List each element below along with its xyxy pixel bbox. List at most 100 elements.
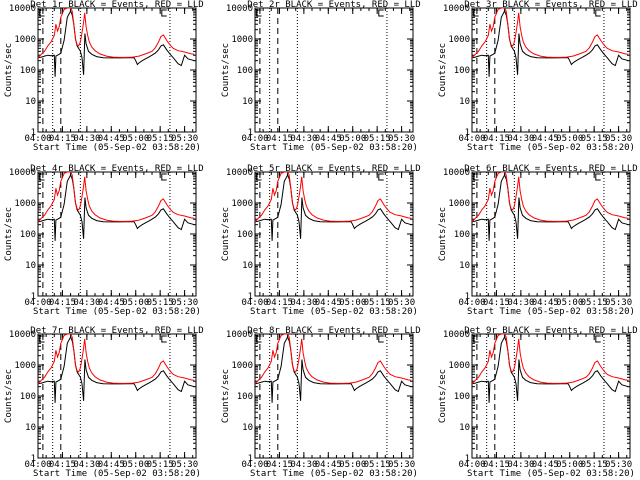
x-tick-label: 05:30	[388, 460, 415, 470]
panel-6: Det 6r BLACK = Events, RED = LLD 1 10 100 10…	[438, 164, 638, 317]
interval-bracket	[256, 9, 262, 17]
x-axis-label: Start Time (05-Sep-02 03:58:20)	[467, 307, 635, 317]
y-tick-label: 1000	[14, 35, 36, 45]
interval-bracket	[39, 173, 45, 181]
x-axis-label: Start Time (05-Sep-02 03:58:20)	[33, 307, 201, 317]
panel-2: Det 2r BLACK = Events, RED = LLD 1 10 100 10…	[221, 0, 421, 153]
lld-series-line	[255, 334, 412, 385]
x-tick-label: 05:30	[388, 134, 415, 144]
x-tick-label: 05:00	[339, 134, 366, 144]
interval-bracket	[161, 335, 167, 343]
y-tick-label: 1000	[448, 361, 470, 371]
panel-title: Det 5r BLACK = Events, RED = LLD	[247, 164, 420, 174]
plot-frame	[471, 333, 631, 459]
events-series-line	[38, 335, 195, 403]
x-tick-label: 04:00	[241, 460, 268, 470]
y-tick-label: 1	[465, 128, 470, 138]
x-tick-label: 04:15	[49, 460, 76, 470]
x-tick-label: 04:45	[532, 134, 559, 144]
interval-bracket	[595, 173, 601, 181]
x-tick-label: 04:15	[266, 460, 293, 470]
y-tick-label: 1000	[231, 35, 253, 45]
y-tick-label: 10	[242, 423, 253, 433]
y-tick-label: 10000	[9, 330, 36, 340]
y-tick-label: 1	[31, 454, 36, 464]
x-tick-label: 05:30	[605, 298, 632, 308]
x-tick-label: 04:15	[266, 298, 293, 308]
plot-frame	[254, 333, 414, 459]
x-tick-label: 05:00	[556, 460, 583, 470]
y-tick-label: 100	[454, 230, 470, 240]
x-tick-label: 05:00	[556, 298, 583, 308]
x-tick-label: 04:30	[507, 134, 534, 144]
events-series-line	[38, 173, 195, 241]
y-tick-label: 10000	[443, 330, 470, 340]
x-tick-label: 04:00	[241, 298, 268, 308]
y-axis-label: Counts/sec	[221, 369, 231, 423]
x-tick-label: 05:30	[171, 298, 198, 308]
x-axis-label: Start Time (05-Sep-02 03:58:20)	[250, 307, 418, 317]
plot-frame	[471, 171, 631, 297]
y-tick-label: 10000	[226, 168, 253, 178]
x-tick-label: 05:30	[605, 460, 632, 470]
x-tick-label: 04:00	[458, 460, 485, 470]
events-series-line	[255, 335, 412, 403]
events-series-line	[38, 9, 195, 77]
x-tick-label: 05:00	[339, 460, 366, 470]
interval-bracket	[473, 173, 479, 181]
x-tick-label: 05:30	[171, 460, 198, 470]
panel-title: Det 7r BLACK = Events, RED = LLD	[30, 326, 203, 336]
panel-title: Det 9r BLACK = Events, RED = LLD	[464, 326, 637, 336]
events-series-line	[472, 173, 629, 241]
y-tick-label: 1000	[14, 361, 36, 371]
y-tick-label: 10000	[9, 4, 36, 14]
y-axis-label: Counts/sec	[221, 43, 231, 97]
x-tick-label: 04:30	[73, 298, 100, 308]
interval-bracket	[378, 9, 384, 17]
interval-bracket	[161, 173, 167, 181]
plot-frame	[37, 333, 197, 459]
y-tick-label: 100	[20, 392, 36, 402]
interval-bracket	[378, 173, 384, 181]
x-tick-label: 04:45	[315, 298, 342, 308]
y-tick-label: 1	[248, 292, 253, 302]
panel-title: Det 3r BLACK = Events, RED = LLD	[464, 0, 637, 10]
y-tick-label: 100	[237, 66, 253, 76]
panel-9: Det 9r BLACK = Events, RED = LLD 1 10 100 10…	[438, 326, 638, 479]
y-tick-label: 100	[454, 66, 470, 76]
y-tick-label: 1000	[231, 199, 253, 209]
y-tick-label: 1000	[231, 361, 253, 371]
x-tick-label: 04:15	[483, 134, 510, 144]
y-axis-label: Counts/sec	[4, 43, 14, 97]
x-tick-label: 04:30	[73, 134, 100, 144]
x-tick-label: 05:00	[556, 134, 583, 144]
x-tick-label: 04:15	[266, 134, 293, 144]
x-axis-label: Start Time (05-Sep-02 03:58:20)	[250, 143, 418, 153]
plot-frame	[37, 7, 197, 133]
x-tick-label: 04:30	[290, 134, 317, 144]
x-tick-label: 04:45	[98, 134, 125, 144]
y-tick-label: 10	[25, 261, 36, 271]
interval-bracket	[595, 335, 601, 343]
panel-8: Det 8r BLACK = Events, RED = LLD 1 10 100 10…	[221, 326, 421, 479]
x-tick-label: 05:15	[581, 460, 608, 470]
plot-frame	[471, 7, 631, 133]
panel-title: Det 8r BLACK = Events, RED = LLD	[247, 326, 420, 336]
x-tick-label: 05:15	[147, 298, 174, 308]
y-tick-label: 10	[242, 261, 253, 271]
y-tick-label: 1000	[14, 199, 36, 209]
panel-title: Det 4r BLACK = Events, RED = LLD	[30, 164, 203, 174]
x-tick-label: 04:45	[98, 460, 125, 470]
y-tick-label: 1	[465, 292, 470, 302]
panel-1: Det 1r BLACK = Events, RED = LLD 1 10 100 10…	[4, 0, 204, 153]
panel-7: Det 7r BLACK = Events, RED = LLD 1 10 100 10…	[4, 326, 204, 479]
lld-series-line	[38, 334, 195, 385]
y-tick-label: 100	[454, 392, 470, 402]
y-tick-label: 1	[248, 454, 253, 464]
x-tick-label: 04:30	[290, 298, 317, 308]
x-tick-label: 04:00	[24, 298, 51, 308]
y-axis-label: Counts/sec	[438, 43, 448, 97]
x-axis-label: Start Time (05-Sep-02 03:58:20)	[467, 143, 635, 153]
x-tick-label: 05:15	[147, 460, 174, 470]
x-tick-label: 04:45	[315, 134, 342, 144]
